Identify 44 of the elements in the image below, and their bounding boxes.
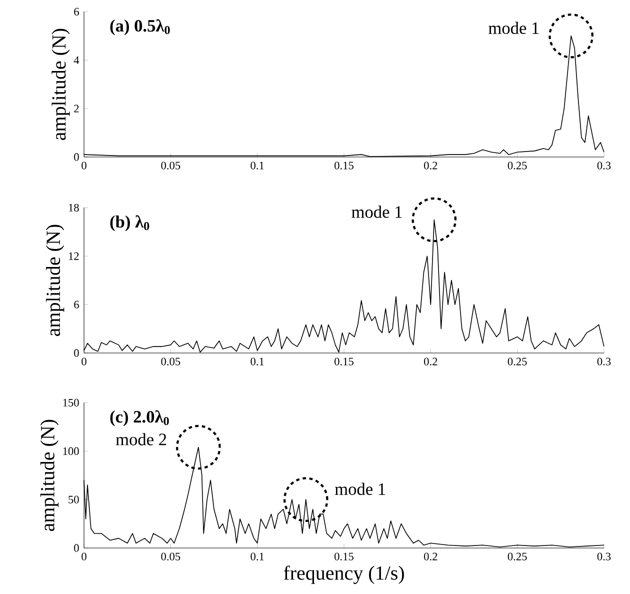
x-tick-label: 0 — [82, 552, 86, 560]
y-tick-label: 50 — [68, 496, 79, 504]
y-tick-label: 0 — [74, 349, 79, 357]
x-tick-label: 0.25 — [508, 552, 527, 560]
annotation: mode 1 — [488, 22, 539, 34]
x-tick-label: 0.2 — [424, 162, 438, 170]
x-tick-label: 0.2 — [424, 552, 438, 560]
x-tick-label: 0.15 — [334, 358, 354, 366]
x-tick-label: 0.05 — [161, 358, 180, 366]
y-tick-label: 2 — [74, 104, 79, 112]
x-tick-label: 0 — [82, 162, 86, 170]
y-tick-label: 6 — [74, 300, 79, 308]
x-tick-label: 0 — [82, 358, 86, 366]
y-tick-label: 150 — [63, 398, 79, 406]
x-tick-label: 0.1 — [250, 162, 264, 170]
x-tick-label: 0.1 — [250, 552, 264, 560]
x-axis-title: frequency (1/s) — [284, 566, 404, 584]
x-tick-label: 0.3 — [597, 162, 611, 170]
chart-title: (a) 0.5λ$_{0}$ — [110, 19, 170, 36]
x-tick-label: 0.3 — [597, 358, 611, 366]
y-axis-title: amplitude (N) — [40, 420, 58, 531]
x-tick-label: 0.3 — [597, 552, 611, 560]
x-tick-label: 0.05 — [161, 552, 180, 560]
chart-title: (b) λ$_{0}$ — [110, 215, 150, 232]
y-axis-title: amplitude (N) — [46, 224, 64, 336]
x-tick-label: 0.05 — [161, 162, 180, 170]
y-tick-label: 12 — [68, 252, 79, 260]
y-tick-label: 4 — [74, 56, 80, 64]
y-tick-label: 6 — [74, 8, 79, 16]
x-tick-label: 0.25 — [508, 162, 527, 170]
y-tick-label: 100 — [63, 447, 79, 455]
x-tick-label: 0.15 — [334, 162, 354, 170]
annotation: mode 2 — [116, 433, 166, 446]
annotation: mode 1 — [352, 206, 402, 218]
y-tick-label: 0 — [74, 153, 79, 161]
y-tick-label: 18 — [68, 204, 79, 212]
y-axis-title: amplitude (N) — [52, 28, 70, 140]
annotation: mode 1 — [334, 482, 386, 495]
x-tick-label: 0.2 — [424, 358, 438, 366]
x-tick-label: 0.25 — [508, 358, 527, 366]
y-tick-label: 0 — [74, 544, 79, 552]
x-tick-label: 0.1 — [250, 358, 264, 366]
chart-title: (c) 2.0λ$_{0}$ — [110, 410, 169, 426]
x-tick-label: 0.15 — [334, 552, 354, 560]
